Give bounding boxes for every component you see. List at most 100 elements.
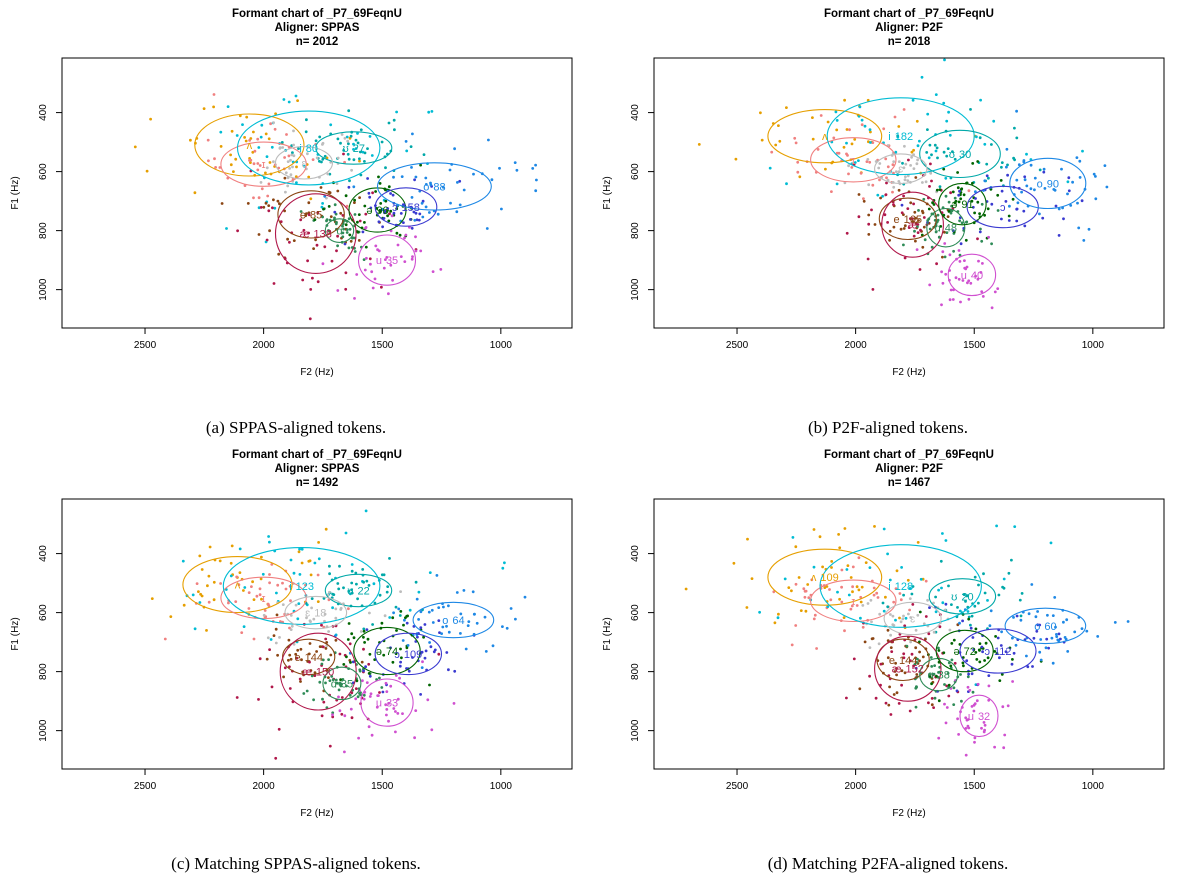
- token-point: [941, 601, 945, 605]
- token-point: [341, 678, 345, 681]
- token-point: [464, 647, 468, 651]
- token-point: [325, 196, 328, 200]
- token-point: [986, 599, 989, 602]
- token-point: [282, 675, 285, 679]
- y-tick-label: 600: [630, 163, 641, 180]
- token-point: [1103, 164, 1107, 168]
- token-point: [265, 657, 269, 661]
- token-point: [380, 621, 384, 625]
- token-point: [778, 139, 782, 143]
- token-point: [945, 119, 949, 123]
- token-point: [911, 98, 915, 102]
- vowel-ellipse: [353, 626, 421, 676]
- token-point: [490, 178, 494, 182]
- token-point: [947, 110, 950, 114]
- token-point: [943, 255, 947, 259]
- vowel-label: i 123: [289, 581, 314, 593]
- token-point: [426, 698, 430, 702]
- token-point: [930, 703, 934, 707]
- token-point: [368, 674, 372, 678]
- token-point: [759, 111, 762, 115]
- token-point: [974, 197, 977, 200]
- token-point: [398, 676, 401, 680]
- token-point: [235, 575, 239, 579]
- token-point: [472, 172, 475, 176]
- token-point: [485, 227, 489, 230]
- token-point: [307, 201, 311, 205]
- token-point: [328, 744, 332, 748]
- token-point: [966, 675, 970, 679]
- token-point: [971, 181, 974, 185]
- token-point: [389, 209, 393, 213]
- token-point: [505, 626, 509, 630]
- chart-panel-b: Formant chart of _P7_69FeqnU Aligner: P2F…: [592, 0, 1184, 441]
- token-point: [414, 235, 417, 239]
- token-point: [363, 268, 367, 272]
- token-point: [320, 714, 324, 718]
- token-point: [323, 154, 327, 158]
- token-point: [338, 709, 342, 713]
- token-point: [888, 685, 891, 689]
- token-point: [917, 219, 920, 222]
- token-point: [978, 212, 981, 216]
- token-point: [298, 547, 301, 551]
- token-point: [904, 616, 908, 620]
- token-point: [838, 546, 842, 550]
- token-point: [899, 598, 903, 602]
- token-point: [846, 154, 849, 157]
- token-point: [950, 642, 954, 645]
- token-point: [975, 699, 979, 703]
- token-point: [421, 199, 425, 203]
- token-point: [350, 588, 353, 592]
- token-point: [362, 647, 365, 651]
- token-point: [419, 626, 423, 629]
- token-point: [944, 194, 948, 198]
- token-point: [1057, 234, 1061, 237]
- token-point: [1017, 163, 1021, 167]
- token-point: [1038, 168, 1042, 172]
- token-point: [321, 157, 325, 161]
- token-point: [288, 653, 292, 657]
- token-point: [1053, 596, 1057, 599]
- token-point: [414, 175, 418, 179]
- token-point: [1062, 217, 1065, 221]
- token-point: [797, 576, 801, 579]
- token-point: [297, 550, 301, 554]
- token-point: [359, 693, 362, 697]
- token-point: [311, 158, 315, 162]
- token-point: [350, 569, 354, 573]
- token-point: [1056, 638, 1060, 642]
- token-point: [299, 680, 302, 683]
- token-point: [149, 117, 153, 121]
- token-point: [365, 579, 369, 583]
- token-point: [282, 98, 286, 101]
- token-point: [1002, 746, 1006, 750]
- token-point: [288, 167, 291, 170]
- vowel-label: ʌ: [235, 580, 241, 592]
- token-point: [347, 217, 351, 221]
- token-point: [898, 592, 902, 595]
- token-point: [910, 592, 914, 596]
- token-point: [284, 171, 288, 175]
- x-tick-label: 2500: [134, 781, 157, 792]
- vowel-label: e 165: [894, 214, 922, 226]
- token-point: [352, 148, 355, 151]
- token-point: [970, 614, 974, 618]
- token-point: [994, 635, 997, 638]
- token-point: [280, 141, 284, 144]
- token-point: [378, 210, 382, 214]
- token-point: [246, 202, 250, 205]
- token-point: [799, 609, 803, 612]
- token-point: [983, 659, 986, 662]
- token-point: [868, 646, 872, 649]
- token-point: [945, 706, 949, 709]
- token-point: [340, 696, 344, 699]
- token-point: [362, 580, 365, 584]
- token-point: [987, 235, 990, 239]
- token-point: [411, 255, 414, 258]
- token-point: [420, 201, 424, 205]
- token-point: [840, 585, 843, 589]
- token-point: [837, 151, 841, 155]
- token-point: [955, 689, 959, 693]
- token-point: [345, 135, 349, 139]
